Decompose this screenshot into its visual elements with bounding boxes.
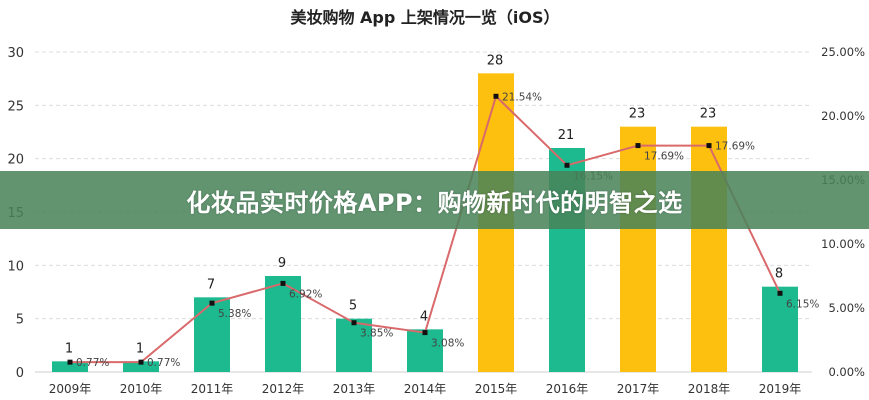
line-marker [280,280,286,286]
line-marker [777,290,783,296]
bar [762,286,798,372]
line-value-label: 21.54% [502,91,542,103]
left-axis-tick: 30 [7,46,24,61]
line-marker [351,320,357,326]
line-value-label: 0.77% [76,357,109,369]
banner-text: 化妆品实时价格APP：购物新时代的明智之选 [186,188,683,217]
right-axis-tick: 5.00% [828,301,865,315]
bar-value-label: 8 [775,267,783,282]
line-value-label: 5.38% [218,308,251,320]
line-marker [67,359,73,365]
line-marker [138,359,144,365]
bar-value-label: 5 [349,299,357,314]
bar-value-label: 7 [207,277,215,292]
left-axis-tick: 20 [7,153,24,168]
right-axis-tick: 20.00% [821,109,865,123]
left-axis-tick: 10 [7,259,24,274]
x-axis-tick: 2015年 [475,382,518,396]
x-axis-tick: 2017年 [617,382,660,396]
bar-value-label: 21 [558,128,575,143]
line-value-label: 17.69% [715,141,755,153]
bar-value-label: 23 [700,107,717,122]
left-axis-tick: 0 [16,366,24,381]
line-series: 0.77% 0.77% 5.38% 6.92% 3.85% 3.08% 21.54% 1 6.1… [67,91,819,369]
bar-value-label: 1 [136,341,144,356]
x-axis-tick: 2014年 [404,382,447,396]
left-axis-tick: 5 [16,313,24,328]
right-axis-tick: 25.00% [821,45,865,59]
x-axis-tick: 2013年 [333,382,376,396]
line-value-label: 6.92% [289,288,322,300]
right-axis-tick: 10.00% [821,237,865,251]
x-axis-tick: 2011年 [191,382,234,396]
bar-value-label: 1 [65,341,73,356]
bar [620,126,656,373]
line-marker [706,143,712,149]
line-value-label: 6.15% [786,298,819,310]
line-marker [209,300,215,306]
x-axis-tick: 2019年 [759,382,802,396]
overlay-banner: 化妆品实时价格APP：购物新时代的明智之选 [0,171,869,229]
right-axis-tick: 0.00% [828,365,865,379]
x-axis: 2009年 2010年 2011年 2012年 2013年 2014年 2015年 2016年… [49,382,802,396]
bar [265,276,301,372]
bar [407,329,443,372]
bar-value-label: 28 [487,53,504,68]
bar-value-label: 9 [278,256,286,271]
bar [123,361,159,372]
line-marker [422,330,428,336]
bar [336,318,372,372]
x-axis-tick: 2018年 [688,382,731,396]
bar [52,361,88,372]
x-axis-tick: 2009年 [49,382,92,396]
line-marker [564,162,570,168]
line-marker [493,93,499,99]
x-axis-tick: 2010年 [120,382,163,396]
x-axis-tick: 2016年 [546,382,589,396]
x-axis-tick: 2012年 [262,382,305,396]
line-value-label: 17.69% [644,151,684,163]
left-axis-tick: 25 [7,99,24,114]
chart-title: 美妆购物 App 上架情况一览（iOS） [290,8,559,27]
bar-value-label: 23 [629,107,646,122]
line-value-label: 0.77% [147,357,180,369]
bar-value-label: 4 [420,309,428,324]
line-value-label: 3.08% [431,338,464,350]
line-marker [635,143,641,149]
bar [194,297,230,372]
line-value-label: 3.85% [360,328,393,340]
bar [691,126,727,373]
